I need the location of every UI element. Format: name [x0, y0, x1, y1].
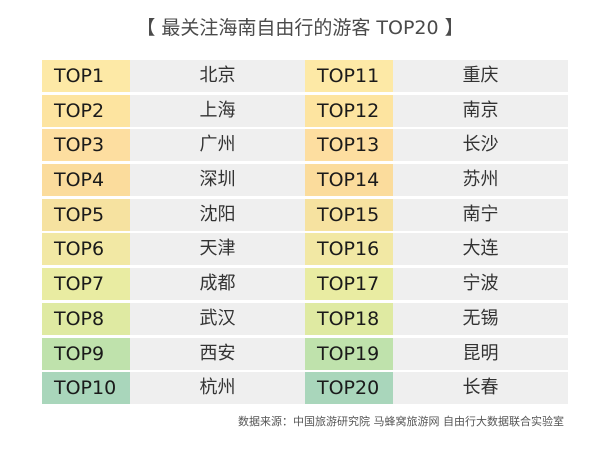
ranking-row: TOP11 重庆: [305, 60, 568, 92]
city-name: 南京: [393, 94, 568, 127]
city-name: 苏州: [393, 164, 568, 197]
ranking-row: TOP3 广州: [42, 129, 305, 162]
rank-label: TOP16: [305, 233, 393, 266]
rank-label: TOP10: [42, 372, 130, 405]
rank-label: TOP7: [42, 268, 130, 301]
city-name: 长沙: [393, 129, 568, 162]
rank-label: TOP17: [305, 268, 393, 301]
ranking-row: TOP17 宁波: [305, 268, 568, 301]
ranking-column-right: TOP11 重庆 TOP12 南京 TOP13 长沙 TOP14 苏州 TOP1…: [305, 60, 568, 407]
city-name: 上海: [130, 94, 305, 127]
ranking-row: TOP5 沈阳: [42, 198, 305, 231]
ranking-column-left: TOP1 北京 TOP2 上海 TOP3 广州 TOP4 深圳 TOP5 沈阳 …: [42, 60, 305, 407]
city-name: 沈阳: [130, 198, 305, 231]
rank-label: TOP15: [305, 198, 393, 231]
page-title: 【 最关注海南自由行的游客 TOP20 】: [136, 17, 464, 39]
city-name: 宁波: [393, 268, 568, 301]
rank-label: TOP13: [305, 129, 393, 162]
ranking-row: TOP14 苏州: [305, 164, 568, 197]
rank-label: TOP4: [42, 164, 130, 197]
city-name: 深圳: [130, 164, 305, 197]
rank-label: TOP5: [42, 198, 130, 231]
ranking-row: TOP7 成都: [42, 268, 305, 301]
city-name: 北京: [130, 60, 305, 92]
rank-label: TOP20: [305, 372, 393, 405]
city-name: 成都: [130, 268, 305, 301]
ranking-row: TOP19 昆明: [305, 337, 568, 370]
rank-label: TOP1: [42, 60, 130, 92]
rank-label: TOP19: [305, 337, 393, 370]
city-name: 重庆: [393, 60, 568, 92]
rank-label: TOP14: [305, 164, 393, 197]
data-source-note: 数据来源：中国旅游研究院 马蜂窝旅游网 自由行大数据联合实验室: [238, 415, 564, 428]
city-name: 南宁: [393, 198, 568, 231]
city-name: 无锡: [393, 302, 568, 335]
ranking-row: TOP9 西安: [42, 337, 305, 370]
city-name: 大连: [393, 233, 568, 266]
ranking-row: TOP4 深圳: [42, 164, 305, 197]
rank-label: TOP12: [305, 94, 393, 127]
ranking-row: TOP18 无锡: [305, 302, 568, 335]
ranking-row: TOP12 南京: [305, 94, 568, 127]
city-name: 西安: [130, 337, 305, 370]
city-name: 武汉: [130, 302, 305, 335]
ranking-row: TOP15 南宁: [305, 198, 568, 231]
rank-label: TOP2: [42, 94, 130, 127]
rank-label: TOP3: [42, 129, 130, 162]
city-name: 昆明: [393, 337, 568, 370]
rank-label: TOP8: [42, 302, 130, 335]
ranking-row: TOP2 上海: [42, 94, 305, 127]
rank-label: TOP9: [42, 337, 130, 370]
ranking-row: TOP8 武汉: [42, 302, 305, 335]
ranking-row: TOP10 杭州: [42, 372, 305, 405]
ranking-row: TOP6 天津: [42, 233, 305, 266]
rank-label: TOP6: [42, 233, 130, 266]
rank-label: TOP18: [305, 302, 393, 335]
city-name: 杭州: [130, 372, 305, 405]
ranking-row: TOP16 大连: [305, 233, 568, 266]
ranking-row: TOP13 长沙: [305, 129, 568, 162]
rank-label: TOP11: [305, 60, 393, 92]
ranking-row: TOP1 北京: [42, 60, 305, 92]
city-name: 天津: [130, 233, 305, 266]
city-name: 广州: [130, 129, 305, 162]
city-name: 长春: [393, 372, 568, 405]
ranking-row: TOP20 长春: [305, 372, 568, 405]
